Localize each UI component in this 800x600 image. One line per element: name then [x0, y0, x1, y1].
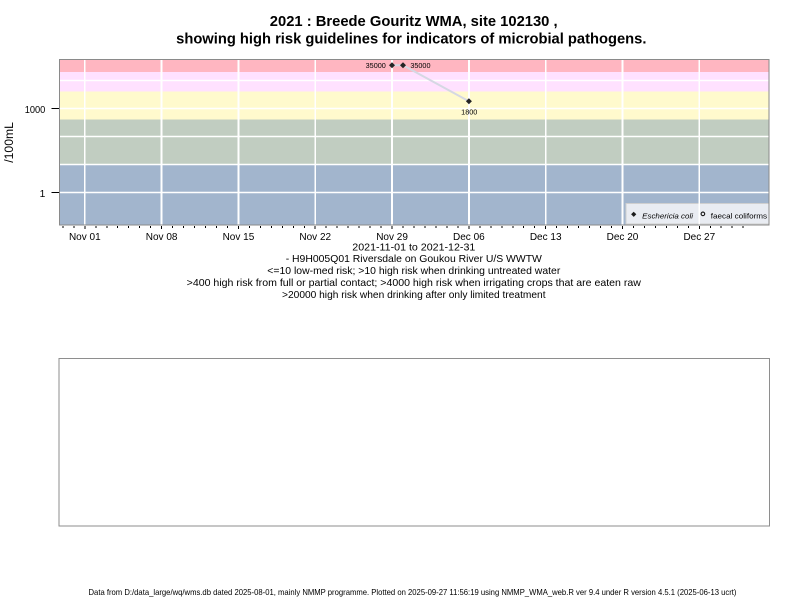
svg-text:Nov 08: Nov 08	[146, 232, 178, 243]
svg-text:Dec 06: Dec 06	[453, 232, 485, 243]
svg-text:/100mL: /100mL	[2, 122, 16, 163]
svg-text:- H9H005Q01 Riversdale on Gouk: - H9H005Q01 Riversdale on Goukou River U…	[286, 254, 542, 265]
svg-text:1800: 1800	[461, 108, 477, 117]
svg-text:35000: 35000	[410, 61, 430, 70]
svg-text:Dec 27: Dec 27	[683, 232, 715, 243]
svg-text:Nov 01: Nov 01	[69, 232, 101, 243]
svg-text:1: 1	[40, 189, 46, 200]
svg-text:Eschericia coli: Eschericia coli	[642, 211, 693, 220]
svg-text:<=10 low-med risk; >10 high ri: <=10 low-med risk; >10 high risk when dr…	[267, 266, 561, 277]
svg-text:>400 high risk from full or pa: >400 high risk from full or partial cont…	[187, 278, 642, 289]
svg-text:Nov 15: Nov 15	[223, 232, 255, 243]
svg-text:Nov 22: Nov 22	[299, 232, 331, 243]
svg-text:showing high risk guidelines f: showing high risk guidelines for indicat…	[176, 32, 646, 48]
svg-text:>20000 high risk when drinking: >20000 high risk when drinking after onl…	[282, 290, 546, 301]
svg-text:Dec 13: Dec 13	[530, 232, 562, 243]
svg-text:faecal coliforms: faecal coliforms	[711, 211, 768, 220]
svg-text:2021 : Breede Gouritz WMA, sit: 2021 : Breede Gouritz WMA, site 102130 ,	[270, 14, 558, 30]
svg-text:1000: 1000	[25, 105, 46, 116]
svg-text:Dec 20: Dec 20	[607, 232, 639, 243]
svg-text:Nov 29: Nov 29	[376, 232, 408, 243]
svg-text:Data from D:/data_large/wq/wms: Data from D:/data_large/wq/wms.db dated …	[89, 587, 737, 597]
svg-text:2021-11-01 to 2021-12-31: 2021-11-01 to 2021-12-31	[352, 242, 475, 253]
svg-text:35000: 35000	[366, 61, 386, 70]
